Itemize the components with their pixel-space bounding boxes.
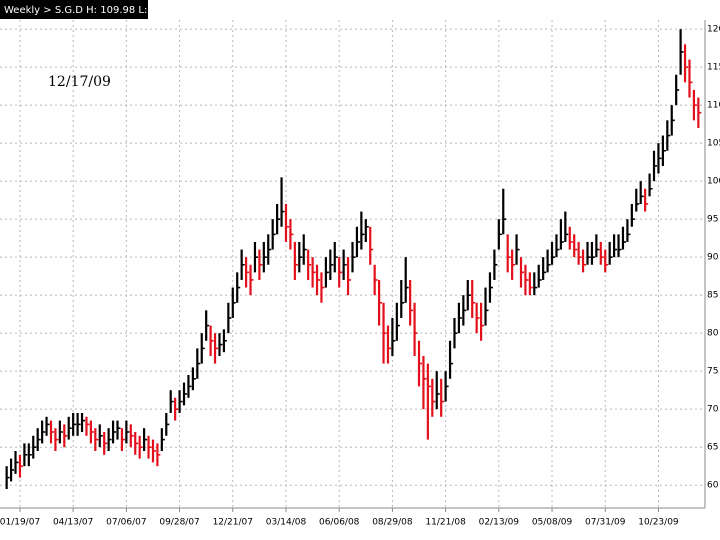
y-tick-label: 120 [707, 25, 720, 35]
y-tick-label: 115 [707, 63, 720, 73]
y-tick-label: 90 [707, 253, 719, 263]
x-tick-label: 08/29/08 [372, 518, 413, 528]
x-tick-label: 07/06/07 [106, 518, 146, 528]
x-tick-label: 03/14/08 [266, 518, 307, 528]
y-tick-label: 65 [707, 443, 718, 453]
x-tick-label: 05/08/09 [532, 518, 573, 528]
y-tick-label: 70 [707, 405, 719, 415]
y-tick-label: 105 [707, 139, 720, 149]
x-tick-label: 11/21/08 [425, 518, 466, 528]
x-tick-label: 04/13/07 [53, 518, 93, 528]
header-bar [0, 0, 148, 19]
x-tick-label: 09/28/07 [159, 518, 199, 528]
header: Weekly > S.G.D H: 109.98 L: 107.59 [4, 5, 186, 16]
y-tick-label: 85 [707, 291, 718, 301]
x-tick-label: 10/23/09 [638, 518, 679, 528]
annotation: 12/17/09 [48, 74, 111, 90]
y-tick-label: 95 [707, 215, 718, 225]
x-tick-label: 12/21/07 [213, 518, 253, 528]
y-tick-label: 110 [707, 101, 720, 111]
y-tick-label: 100 [707, 177, 720, 187]
y-tick-label: 60 [707, 481, 719, 491]
y-tick-label: 75 [707, 367, 718, 377]
y-tick-label: 80 [707, 329, 719, 339]
x-tick-label: 06/06/08 [319, 518, 360, 528]
x-tick-label: 01/19/07 [0, 518, 40, 528]
x-tick-label: 07/31/09 [585, 518, 626, 528]
x-tick-label: 02/13/09 [479, 518, 520, 528]
